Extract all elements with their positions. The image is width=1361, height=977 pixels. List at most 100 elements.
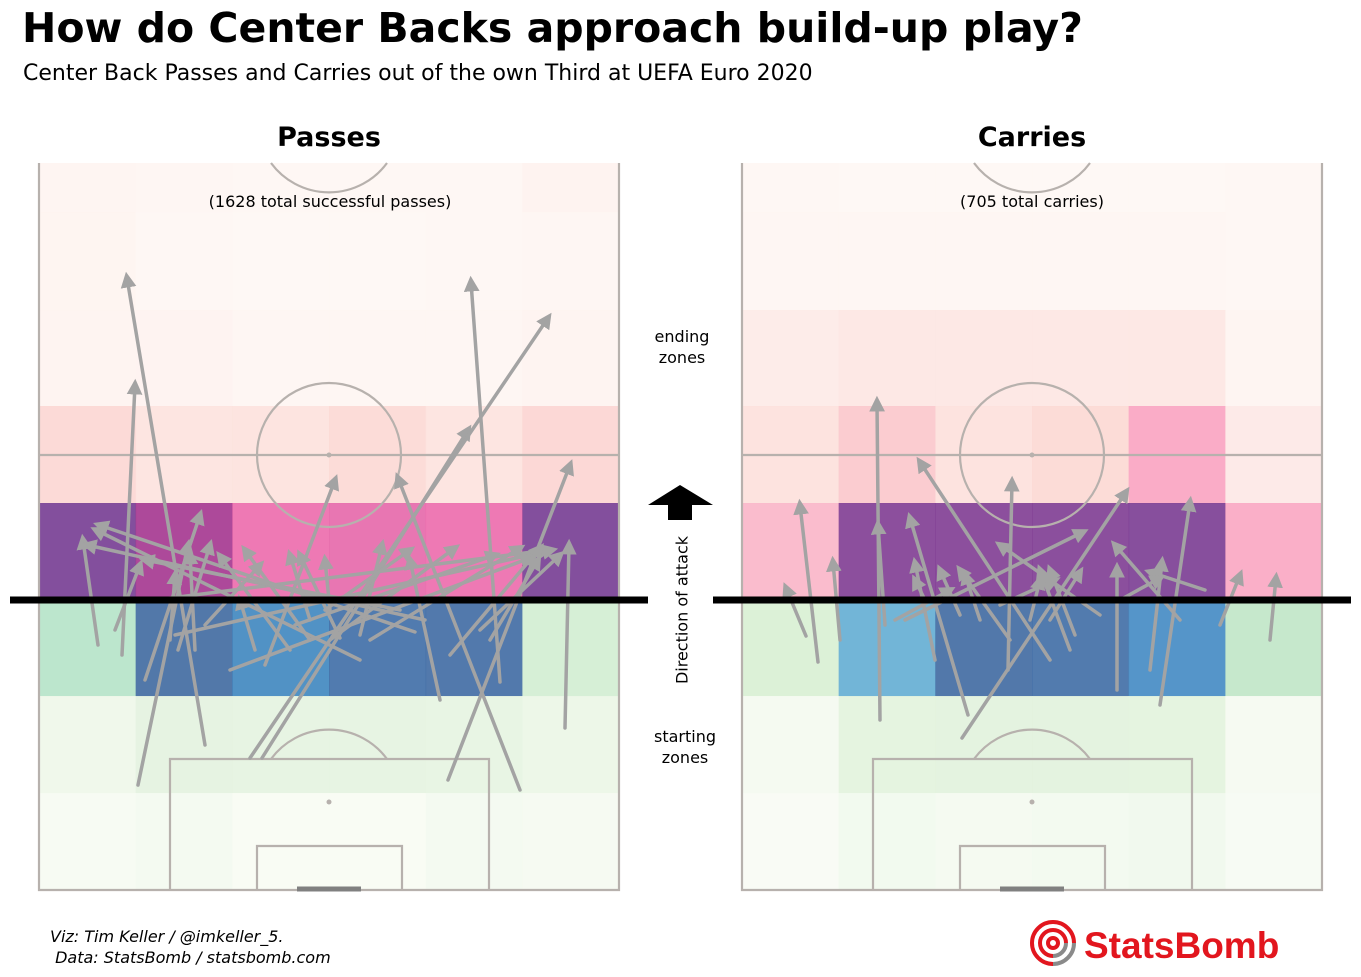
passes-panel-title: Passes [277, 122, 381, 153]
heatmap-cell [935, 503, 1033, 601]
heatmap-cell [1225, 793, 1323, 891]
heatmap-cell [838, 696, 936, 794]
heatmap-cell [1128, 310, 1226, 407]
movement-arrow [293, 550, 501, 627]
starting-zones-label: starting zones [653, 727, 716, 767]
heatmap-cell [935, 600, 1033, 697]
heatmap-cell [39, 163, 137, 213]
heatmap-cell [742, 212, 840, 311]
movement-arrow [76, 533, 100, 647]
heatmap-cell [742, 696, 840, 794]
heatmap-cell [39, 696, 137, 794]
heatmap-cell [742, 793, 840, 891]
heatmap-cell [742, 503, 840, 601]
heatmap-cell [742, 600, 840, 697]
heatmap-cell [935, 212, 1033, 311]
heatmap-cell [329, 793, 427, 891]
movement-arrow [166, 568, 183, 642]
heatmap-cell [522, 310, 620, 407]
movement-arrow [869, 395, 885, 722]
heatmap-cell [1032, 793, 1130, 891]
bottom-penalty-arc [270, 728, 388, 760]
movement-arrow [285, 548, 312, 622]
credits: Viz: Tim Keller / @imkeller_5. Data: Sta… [50, 927, 331, 967]
centre-circle [958, 381, 1106, 529]
movement-arrow [782, 582, 808, 638]
heatmap-cell [39, 212, 137, 311]
heatmap-cell [522, 163, 620, 213]
heatmap-cell [232, 212, 330, 311]
movement-arrow [358, 538, 388, 637]
heatmap-cell [135, 503, 233, 601]
heatmap-cell [1225, 696, 1323, 794]
movement-arrow [1048, 566, 1084, 622]
heatmap-cell [329, 310, 427, 407]
centre-spot [326, 452, 332, 458]
heatmap-cell [1225, 163, 1323, 213]
heatmap-cell [935, 310, 1033, 407]
heatmap-cell [135, 310, 233, 407]
heatmap-cell [232, 163, 330, 213]
movement-arrow [905, 511, 970, 717]
heatmap-cell [1225, 310, 1323, 407]
penalty-box [871, 757, 1194, 890]
bottom-penalty-arc [973, 728, 1091, 760]
movement-arrow [560, 538, 577, 730]
passes-pitch [37, 162, 621, 892]
penalty-spot [326, 799, 332, 805]
penalty-spot [1029, 799, 1035, 805]
heatmap-cell [838, 310, 936, 407]
movement-arrow [228, 553, 536, 672]
heatmap-cell [232, 793, 330, 891]
movement-arrow [120, 271, 207, 747]
six-yard-box [958, 844, 1107, 890]
movement-arrow [248, 312, 552, 760]
heatmap-cell [1128, 163, 1226, 213]
statsbomb-logo: StatsBomb [1030, 918, 1320, 974]
heatmap-cell [329, 163, 427, 213]
heatmap-cell [1128, 793, 1226, 891]
heatmap-cell [742, 163, 840, 213]
centre-circle [255, 381, 403, 529]
heatmap-cell [742, 310, 840, 407]
penalty-box [168, 757, 491, 890]
top-penalty-arc [973, 162, 1091, 194]
movement-arrow [235, 593, 257, 652]
movement-arrow [446, 459, 574, 782]
heatmap-cell [522, 600, 620, 697]
passes-count-note: (1628 total successful passes) [208, 192, 452, 211]
ending-zones-label: ending zones [654, 327, 710, 367]
top-penalty-arc [270, 162, 388, 194]
direction-of-attack-label: Direction of attack [672, 535, 692, 685]
heatmap-cell [1128, 212, 1226, 311]
heatmap-cell [838, 793, 936, 891]
heatmap-cell [39, 310, 137, 407]
heatmap-cell [1032, 696, 1130, 794]
carries-pitch [740, 162, 1324, 892]
heatmap-cell [329, 696, 427, 794]
chart-subtitle: Center Back Passes and Carries out of th… [23, 61, 813, 86]
heatmap-cell [425, 793, 523, 891]
statsbomb-logo-text: StatsBomb [1084, 925, 1279, 966]
movement-arrow [394, 472, 522, 792]
movement-arrow [1118, 574, 1166, 602]
movement-arrow [960, 486, 1130, 740]
heatmap-cell [1032, 163, 1130, 213]
heatmap-cell [39, 793, 137, 891]
six-yard-box [255, 844, 404, 890]
heatmap-cell [135, 696, 233, 794]
heatmap-cell [135, 793, 233, 891]
heatmap-cell [232, 600, 330, 697]
heatmap-cell [838, 600, 936, 697]
movement-arrow [404, 553, 442, 702]
heatmap-cell [425, 600, 523, 697]
heatmap-cell [135, 163, 233, 213]
movement-arrow [328, 544, 461, 642]
movement-arrow [1267, 571, 1283, 642]
statsbomb-logo-icon: StatsBomb [1030, 920, 1279, 966]
heatmap-cell [1032, 212, 1130, 311]
heatmap-cell [838, 212, 936, 311]
heatmap-cell [522, 793, 620, 891]
heatmap-cell [425, 163, 523, 213]
